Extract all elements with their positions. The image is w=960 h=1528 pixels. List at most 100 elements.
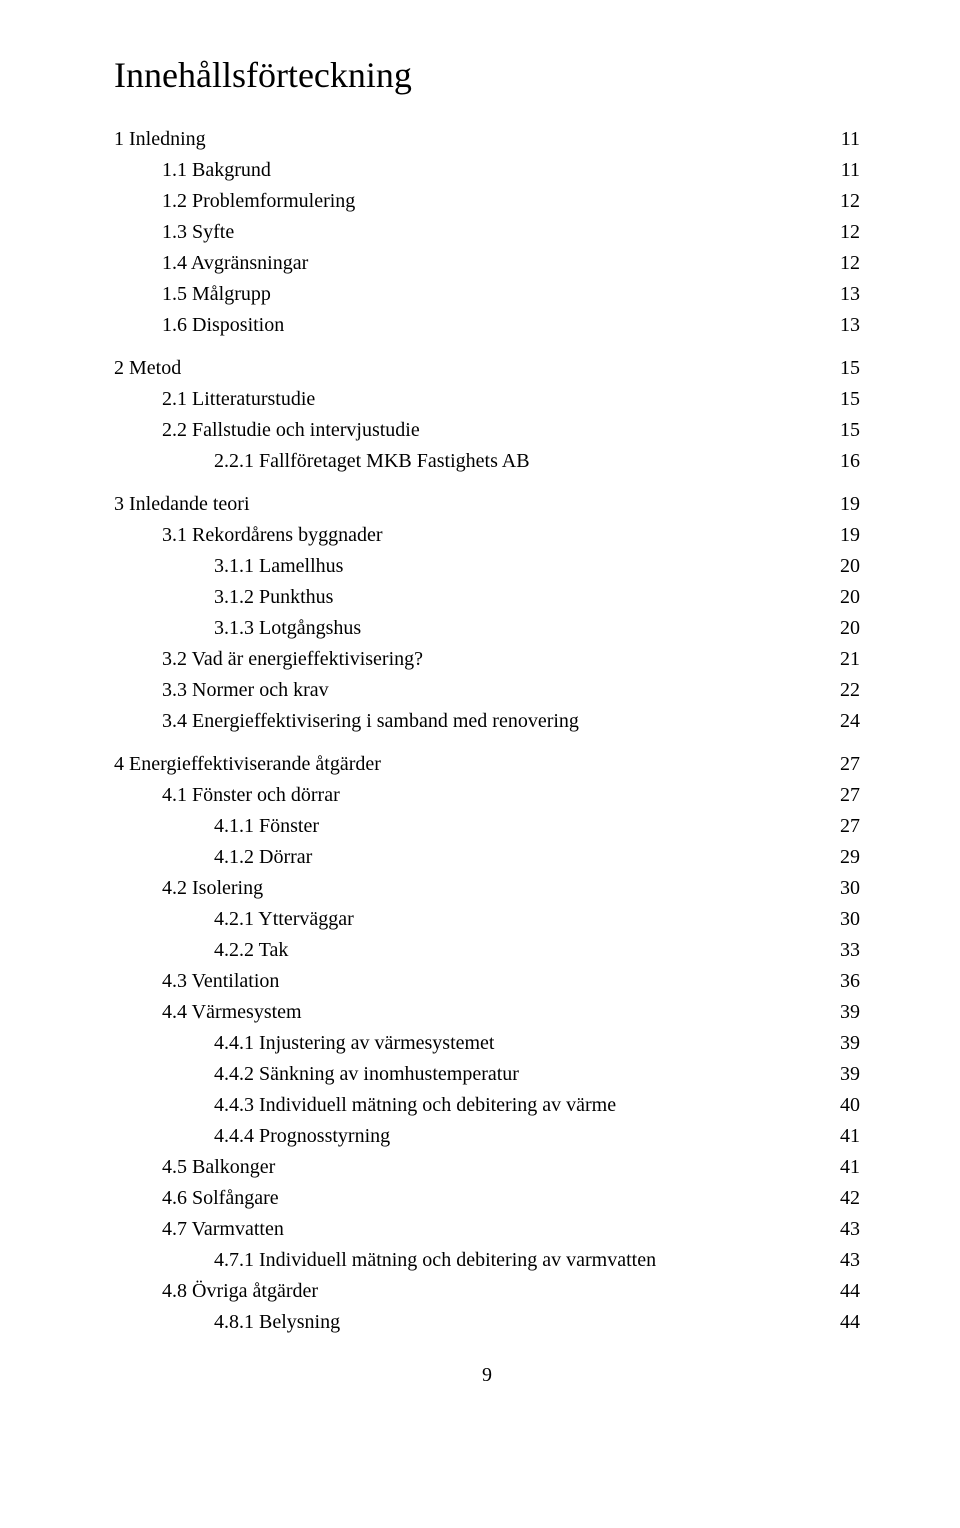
toc-entry: 3.1 Rekordårens byggnader19 <box>114 520 860 551</box>
toc-entry-page: 43 <box>800 1214 860 1245</box>
toc-entry-label: 4.2.1 Ytterväggar <box>214 904 800 935</box>
toc-entry-label: 3.2 Vad är energieffektivisering? <box>162 644 800 675</box>
toc-entry: 2.2 Fallstudie och intervjustudie15 <box>114 415 860 446</box>
toc-entry-label: 4.7 Varmvatten <box>162 1214 800 1245</box>
toc-entry-label: 4.4.3 Individuell mätning och debitering… <box>214 1090 800 1121</box>
toc-entry-label: 4.1 Fönster och dörrar <box>162 780 800 811</box>
toc-entry-page: 40 <box>800 1090 860 1121</box>
toc-entry: 1.3 Syfte12 <box>114 217 860 248</box>
toc-entry-page: 27 <box>800 780 860 811</box>
toc-entry-label: 4.4.4 Prognosstyrning <box>214 1121 800 1152</box>
toc-title: Innehållsförteckning <box>114 54 860 96</box>
toc-entry-page: 15 <box>800 384 860 415</box>
toc-entry: 4.4.4 Prognosstyrning41 <box>114 1121 860 1152</box>
toc-entry: 4 Energieffektiviserande åtgärder27 <box>114 749 860 780</box>
toc-entry-label: 4.3 Ventilation <box>162 966 800 997</box>
toc-entry-page: 12 <box>800 248 860 279</box>
toc-entry: 3 Inledande teori19 <box>114 489 860 520</box>
toc-entry-page: 30 <box>800 904 860 935</box>
toc-entry-label: 4.4.2 Sänkning av inomhustemperatur <box>214 1059 800 1090</box>
toc-entry: 3.1.2 Punkthus20 <box>114 582 860 613</box>
toc-entry-page: 30 <box>800 873 860 904</box>
toc-entry-page: 24 <box>800 706 860 737</box>
toc-entry-page: 27 <box>800 749 860 780</box>
toc-entry-page: 36 <box>800 966 860 997</box>
page: Innehållsförteckning 1 Inledning111.1 Ba… <box>0 0 960 1427</box>
toc-entry-label: 2.2.1 Fallföretaget MKB Fastighets AB <box>214 446 800 477</box>
toc-entry-label: 1.4 Avgränsningar <box>162 248 800 279</box>
toc-entry: 4.4.1 Injustering av värmesystemet39 <box>114 1028 860 1059</box>
toc-entry: 1 Inledning11 <box>114 124 860 155</box>
toc-entry-page: 22 <box>800 675 860 706</box>
toc-entry: 4.2.1 Ytterväggar30 <box>114 904 860 935</box>
toc-entry-page: 12 <box>800 217 860 248</box>
toc-entry: 4.1.2 Dörrar29 <box>114 842 860 873</box>
toc-entry-label: 4.4.1 Injustering av värmesystemet <box>214 1028 800 1059</box>
toc-entry-page: 20 <box>800 582 860 613</box>
toc-entry-page: 27 <box>800 811 860 842</box>
toc-entry: 4.2.2 Tak33 <box>114 935 860 966</box>
toc-entry-page: 13 <box>800 279 860 310</box>
toc-entry-page: 20 <box>800 551 860 582</box>
toc-entry-label: 3.3 Normer och krav <box>162 675 800 706</box>
toc-entry-label: 4.1.1 Fönster <box>214 811 800 842</box>
toc-entry-page: 19 <box>800 520 860 551</box>
toc-entry-page: 19 <box>800 489 860 520</box>
toc-entry: 2.2.1 Fallföretaget MKB Fastighets AB16 <box>114 446 860 477</box>
toc-list: 1 Inledning111.1 Bakgrund111.2 Problemfo… <box>114 124 860 1338</box>
toc-entry-label: 1.1 Bakgrund <box>162 155 800 186</box>
toc-entry-page: 11 <box>800 124 860 155</box>
toc-entry-page: 33 <box>800 935 860 966</box>
page-number: 9 <box>114 1364 860 1387</box>
toc-entry-label: 2 Metod <box>114 353 800 384</box>
toc-entry: 3.2 Vad är energieffektivisering?21 <box>114 644 860 675</box>
toc-entry: 3.3 Normer och krav22 <box>114 675 860 706</box>
toc-entry: 1.1 Bakgrund11 <box>114 155 860 186</box>
toc-entry-label: 2.1 Litteraturstudie <box>162 384 800 415</box>
toc-entry-page: 39 <box>800 1028 860 1059</box>
toc-entry: 4.3 Ventilation36 <box>114 966 860 997</box>
toc-entry: 1.5 Målgrupp13 <box>114 279 860 310</box>
toc-entry-label: 4 Energieffektiviserande åtgärder <box>114 749 800 780</box>
toc-entry-label: 4.8 Övriga åtgärder <box>162 1276 800 1307</box>
toc-entry-label: 3 Inledande teori <box>114 489 800 520</box>
toc-entry-page: 41 <box>800 1121 860 1152</box>
toc-entry: 4.1.1 Fönster27 <box>114 811 860 842</box>
toc-entry-label: 3.4 Energieffektivisering i samband med … <box>162 706 800 737</box>
toc-entry-label: 4.2.2 Tak <box>214 935 800 966</box>
toc-entry-label: 4.1.2 Dörrar <box>214 842 800 873</box>
toc-entry: 4.8.1 Belysning44 <box>114 1307 860 1338</box>
toc-entry-label: 3.1.3 Lotgångshus <box>214 613 800 644</box>
toc-entry-label: 1.2 Problemformulering <box>162 186 800 217</box>
toc-entry-label: 1.5 Målgrupp <box>162 279 800 310</box>
toc-entry-label: 4.6 Solfångare <box>162 1183 800 1214</box>
toc-entry: 1.2 Problemformulering12 <box>114 186 860 217</box>
toc-entry-page: 11 <box>800 155 860 186</box>
toc-entry: 4.4.2 Sänkning av inomhustemperatur39 <box>114 1059 860 1090</box>
toc-entry: 4.2 Isolering30 <box>114 873 860 904</box>
toc-entry: 4.8 Övriga åtgärder44 <box>114 1276 860 1307</box>
toc-entry: 4.4.3 Individuell mätning och debitering… <box>114 1090 860 1121</box>
toc-entry-page: 15 <box>800 353 860 384</box>
toc-entry: 4.7.1 Individuell mätning och debitering… <box>114 1245 860 1276</box>
toc-entry-label: 4.5 Balkonger <box>162 1152 800 1183</box>
toc-entry: 4.4 Värmesystem39 <box>114 997 860 1028</box>
toc-entry: 1.4 Avgränsningar12 <box>114 248 860 279</box>
toc-entry: 4.5 Balkonger41 <box>114 1152 860 1183</box>
toc-entry-page: 20 <box>800 613 860 644</box>
toc-entry-label: 3.1 Rekordårens byggnader <box>162 520 800 551</box>
toc-entry-label: 3.1.2 Punkthus <box>214 582 800 613</box>
toc-entry: 2.1 Litteraturstudie15 <box>114 384 860 415</box>
toc-entry-page: 44 <box>800 1307 860 1338</box>
toc-entry-label: 4.4 Värmesystem <box>162 997 800 1028</box>
toc-entry: 4.7 Varmvatten43 <box>114 1214 860 1245</box>
toc-entry-page: 42 <box>800 1183 860 1214</box>
toc-entry-page: 29 <box>800 842 860 873</box>
toc-entry-page: 12 <box>800 186 860 217</box>
toc-entry-page: 43 <box>800 1245 860 1276</box>
toc-entry-page: 44 <box>800 1276 860 1307</box>
toc-entry: 3.1.3 Lotgångshus20 <box>114 613 860 644</box>
toc-entry-label: 3.1.1 Lamellhus <box>214 551 800 582</box>
toc-entry: 3.1.1 Lamellhus20 <box>114 551 860 582</box>
toc-entry: 4.6 Solfångare42 <box>114 1183 860 1214</box>
